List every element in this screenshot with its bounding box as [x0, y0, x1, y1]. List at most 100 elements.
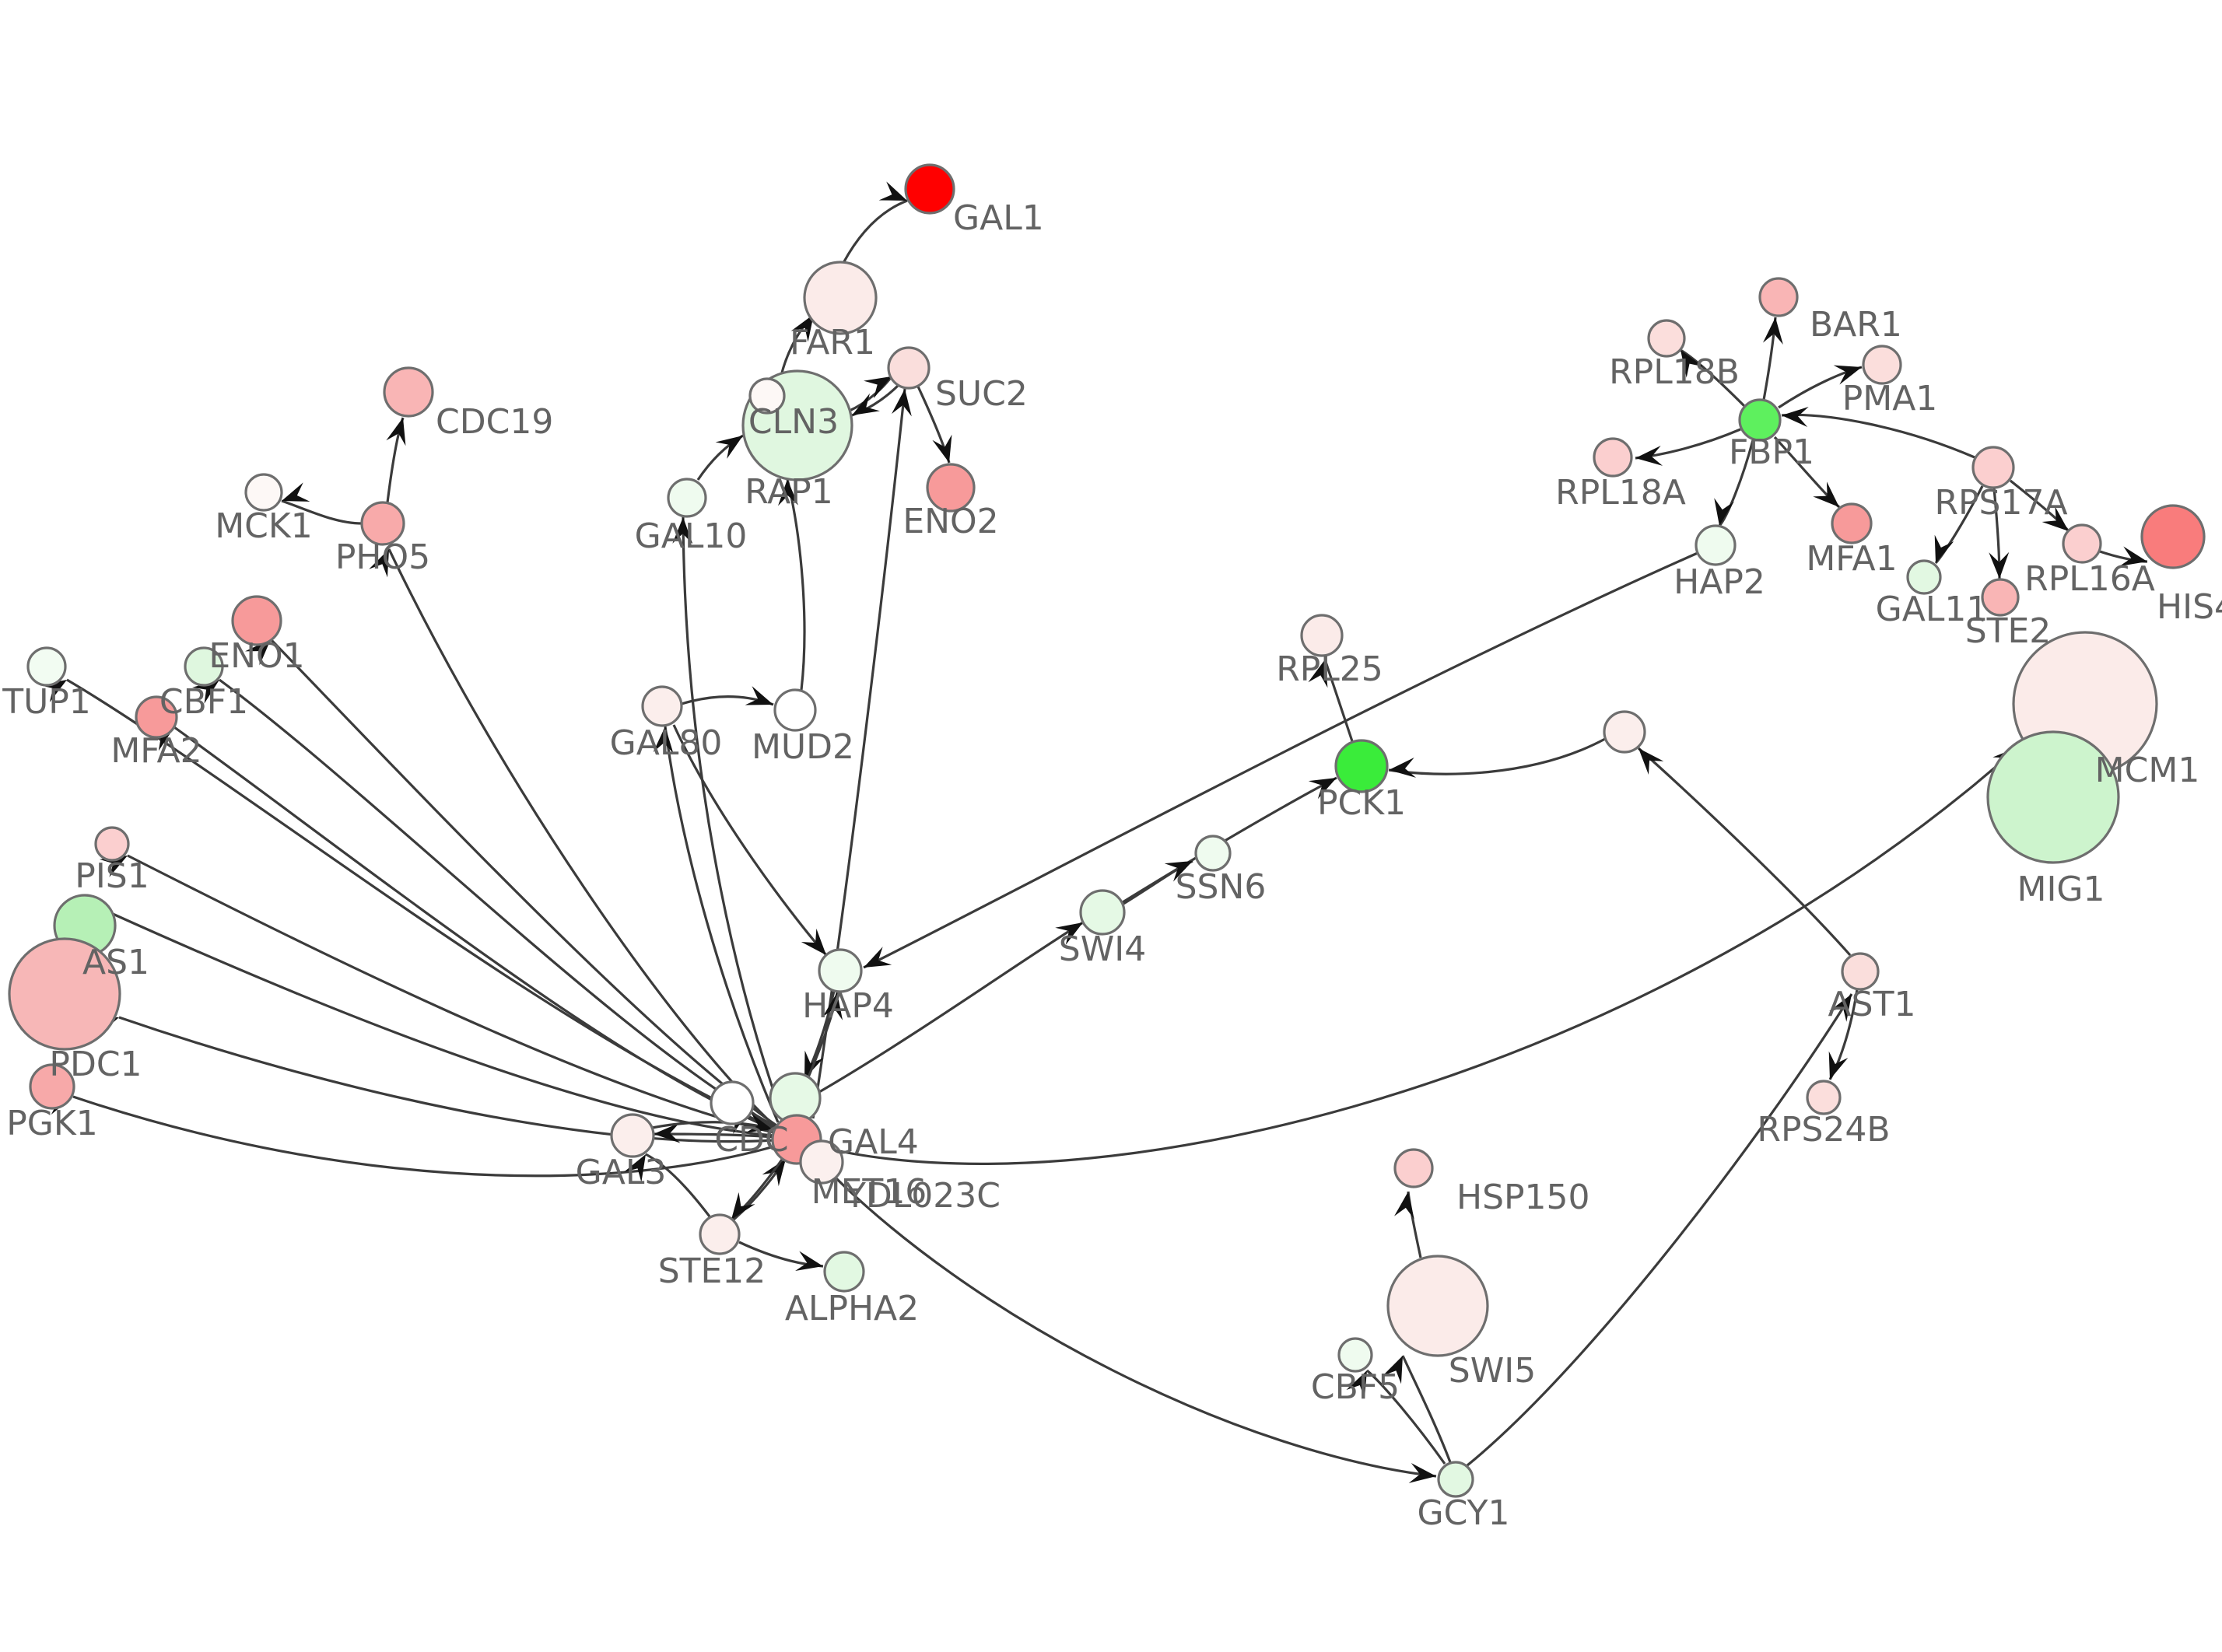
edge-gal4-to-ste12 [730, 1157, 785, 1221]
graph-node-hap4[interactable] [818, 948, 863, 993]
edge-gal80-to-mud2 [681, 686, 774, 706]
edge-path [269, 638, 777, 1127]
graph-node-eno2[interactable] [926, 463, 976, 513]
node-label-rps17a: RPS17A [1934, 483, 2067, 523]
graph-node-fbp1[interactable] [1738, 398, 1782, 442]
graph-node-ste2[interactable] [1981, 578, 2020, 617]
graph-node-pgk1[interactable] [29, 1063, 75, 1110]
graph-node-gcy1[interactable] [1437, 1461, 1474, 1498]
graph-node-ste12[interactable] [699, 1213, 741, 1255]
graph-node-pdc1[interactable] [8, 937, 121, 1051]
edge-path [1365, 1369, 1446, 1465]
graph-node-eno1[interactable] [231, 595, 282, 646]
graph-node-rps24b[interactable] [1806, 1080, 1842, 1115]
graph-node-swi5[interactable] [1386, 1255, 1489, 1357]
graph-node-gal3[interactable] [610, 1113, 655, 1158]
graph-node-node-a[interactable] [1603, 710, 1646, 754]
edge-path [1323, 659, 1354, 742]
graph-node-cbf5[interactable] [1337, 1337, 1373, 1373]
graph-node-hap2[interactable] [1695, 524, 1737, 566]
graph-node-ast1[interactable] [1841, 952, 1880, 991]
graph-node-gal80[interactable] [641, 685, 683, 727]
graph-node-mig1[interactable] [1986, 730, 2120, 864]
graph-node-rpl18b[interactable] [1647, 319, 1686, 358]
edge-path [387, 548, 776, 1128]
edge-ast1-to-node-a [1637, 747, 1852, 957]
graph-node-pis1[interactable] [94, 826, 130, 862]
graph-node-mfa2[interactable] [135, 695, 178, 739]
edge-path [173, 726, 775, 1131]
node-label-cbf5: CBF5 [1311, 1367, 1400, 1407]
node-label-ste12: STE12 [658, 1251, 766, 1291]
node-label-fbp1: FBP1 [1729, 432, 1814, 472]
graph-node-rap1[interactable] [748, 377, 786, 415]
graph-node-cbf1[interactable] [184, 646, 224, 687]
edge-fbp1-to-mfa1 [1773, 436, 1841, 509]
arrowhead-icon [653, 726, 674, 754]
graph-node-bar1[interactable] [1758, 277, 1799, 317]
arrowhead-icon [623, 1154, 646, 1182]
edge-rpl16a-to-his4 [2097, 546, 2148, 566]
arrowhead-icon [795, 1251, 823, 1271]
edge-rps17a-to-rpl16a [2010, 479, 2070, 533]
graph-node-cdc19[interactable] [383, 366, 434, 418]
graph-node-pho5[interactable] [360, 501, 405, 546]
edge-pck1-to-rpl25 [1308, 659, 1354, 742]
edge-gal4-to-gcy1 [814, 1156, 1437, 1483]
arrowhead-icon [99, 856, 128, 877]
node-label-rpl16a: RPL16A [2024, 559, 2155, 599]
graph-node-his4[interactable] [2140, 504, 2206, 569]
graph-node-mud2[interactable] [773, 688, 817, 732]
edge-path [1781, 413, 1975, 459]
arrowhead-icon [1828, 1051, 1849, 1080]
arrowhead-icon [282, 482, 310, 502]
arrowhead-icon [745, 1112, 774, 1133]
edge-pho5-to-mck1 [281, 482, 363, 525]
edge-path [818, 745, 2020, 1165]
graph-node-rpl25[interactable] [1300, 614, 1344, 657]
graph-node-gal11[interactable] [1906, 559, 1942, 595]
graph-node-rpl16a[interactable] [2062, 523, 2102, 564]
edge-path [1637, 747, 1852, 957]
graph-node-mfa1[interactable] [1831, 502, 1873, 544]
node-label-hsp150: HSP150 [1456, 1178, 1590, 1217]
edge-gal4-to-gal80 [653, 726, 780, 1123]
graph-node-rpl18a[interactable] [1593, 437, 1633, 478]
arrowhead-icon [1989, 551, 2010, 579]
graph-node-ssn6[interactable] [1194, 835, 1232, 872]
node-label-cln3: CLN3 [748, 402, 839, 442]
graph-node-suc2[interactable] [887, 346, 931, 390]
graph-node-gal1[interactable] [904, 163, 955, 215]
node-label-met16: MET16 [811, 1172, 927, 1212]
graph-node-ydl023c[interactable] [799, 1139, 844, 1185]
graph-node-far1[interactable] [803, 261, 878, 335]
edge-gal4-to-gal10 [672, 516, 784, 1118]
edge-mud2-to-cln3 [777, 478, 806, 691]
edge-gcy1-to-cbf5 [1346, 1369, 1446, 1465]
graph-node-rps17a[interactable] [1971, 446, 2015, 489]
graph-node-gal10[interactable] [667, 478, 707, 518]
arrowhead-icon [1714, 498, 1734, 526]
edge-rps17a-to-gal11 [1934, 485, 1984, 565]
edge-gal4-to-pis1 [99, 854, 774, 1134]
graph-node-pck1[interactable] [1334, 739, 1389, 793]
arrowhead-icon [1164, 861, 1193, 882]
graph-node-mck1[interactable] [244, 473, 283, 512]
node-label-eno1: ENO1 [209, 636, 304, 676]
graph-node-pma1[interactable] [1862, 345, 1902, 385]
graph-node-swi4[interactable] [1079, 889, 1126, 936]
graph-node-hsp150[interactable] [1393, 1148, 1434, 1188]
arrowhead-icon [878, 181, 907, 201]
graph-node-alpha2[interactable] [823, 1251, 865, 1293]
node-label-alpha2: ALPHA2 [785, 1289, 919, 1328]
edge-gal4-to-mfa2 [146, 726, 775, 1131]
edge-fbp1-to-pma1 [1778, 365, 1863, 409]
arrowhead-icon [672, 517, 693, 544]
edge-rps17a-to-fbp1 [1781, 407, 1975, 459]
node-label-pis1: PIS1 [75, 856, 149, 896]
graph-node-tup1[interactable] [26, 646, 67, 687]
arrowhead-icon [822, 992, 843, 1020]
graph-node-cdc39[interactable] [710, 1080, 755, 1125]
